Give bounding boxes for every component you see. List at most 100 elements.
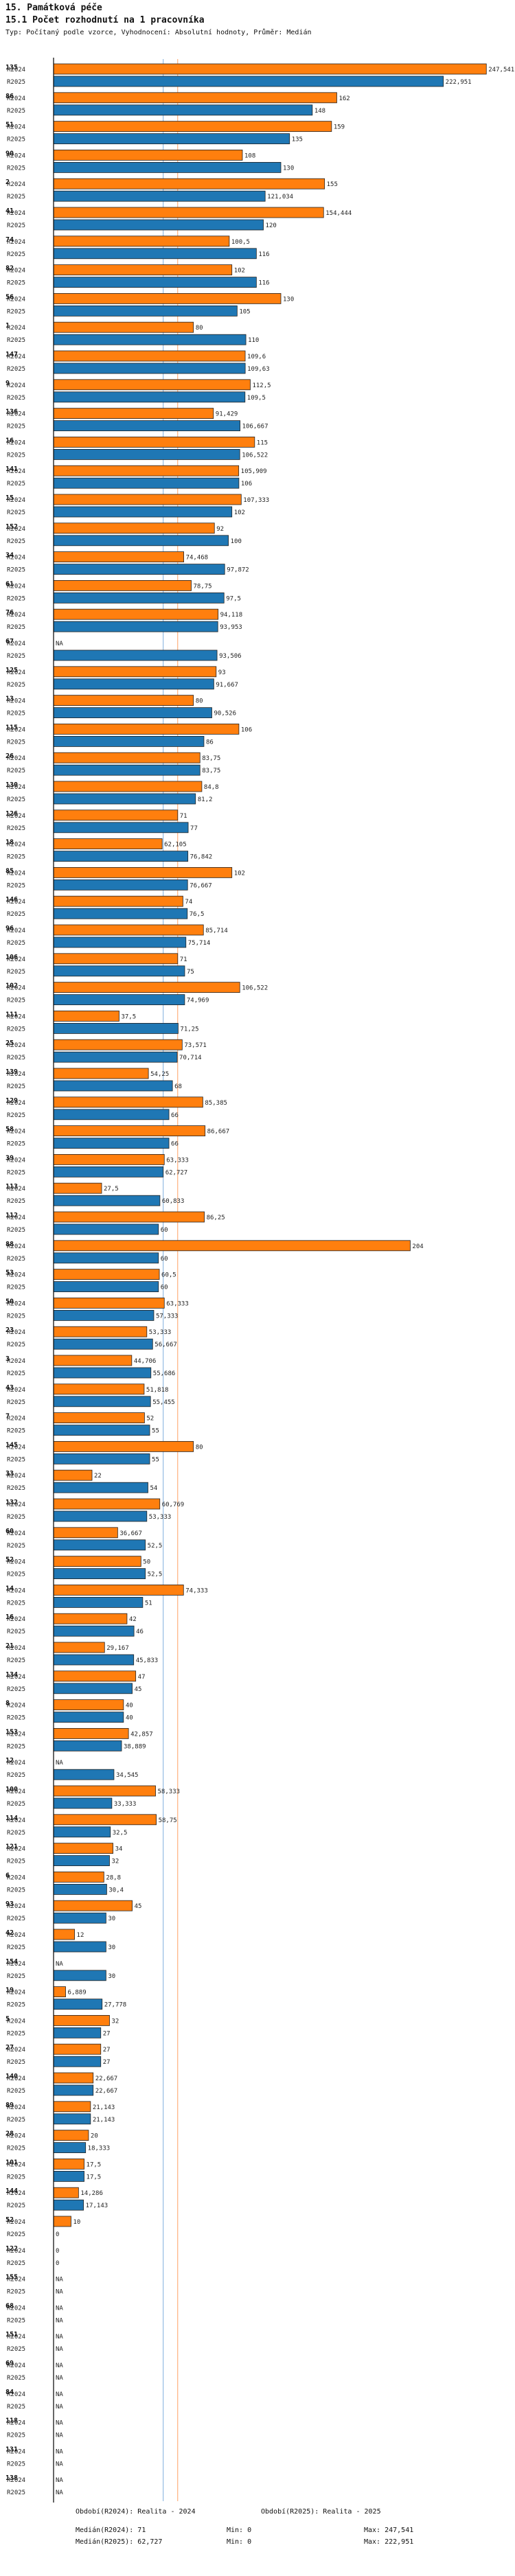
value-label-r2024: NA (56, 2305, 63, 2312)
value-label-r2024: 247,541 (488, 67, 514, 73)
value-label-r2024: 159 (334, 124, 345, 131)
bar-r2025 (53, 678, 214, 690)
category-label: 100 (5, 1786, 18, 1793)
series-label-r2025: R2025 (7, 1686, 25, 1693)
category-label: 52 (5, 1556, 14, 1564)
series-label-r2025: R2025 (7, 1227, 25, 1234)
series-label-r2025: R2025 (7, 595, 25, 602)
series-label-r2024: R2024 (7, 1129, 25, 1136)
bar-r2025 (53, 936, 187, 948)
value-label-r2025: 121,034 (267, 194, 293, 200)
value-label-r2024: 28,8 (106, 1874, 121, 1881)
series-label-r2024: R2024 (7, 296, 25, 303)
value-label-r2024: 86,667 (207, 1129, 230, 1136)
series-label-r2025: R2025 (7, 1600, 25, 1607)
series-label-r2024: R2024 (7, 928, 25, 934)
series-label-r2025: R2025 (7, 882, 25, 889)
bar-r2024 (53, 522, 215, 534)
category-label: 144 (5, 2187, 18, 2195)
bar-r2025 (53, 1568, 146, 1580)
series-label-r2024: R2024 (7, 813, 25, 820)
value-label-r2024: 60,769 (162, 1502, 185, 1508)
series-label-r2025: R2025 (7, 481, 25, 487)
series-label-r2024: R2024 (7, 1731, 25, 1738)
category-label: 6 (5, 1872, 10, 1879)
bar-r2024 (53, 178, 325, 189)
value-label-r2024: 37,5 (121, 1013, 136, 1020)
bar-r2025 (53, 1223, 159, 1235)
bar-r2025 (53, 1425, 150, 1436)
bar-r2024 (53, 1125, 206, 1136)
bar-r2024 (53, 724, 240, 735)
series-label-r2025: R2025 (7, 1859, 25, 1865)
value-label-r2025: 110 (248, 337, 259, 344)
bar-r2024 (53, 895, 183, 907)
bar-r2025 (53, 2113, 91, 2125)
value-label-r2025: 27,778 (104, 2002, 127, 2009)
series-label-r2024: R2024 (7, 411, 25, 418)
series-label-r2025: R2025 (7, 137, 25, 143)
series-label-r2025: R2025 (7, 682, 25, 689)
bar-r2025 (53, 1912, 106, 1924)
bar-r2025 (53, 506, 233, 518)
series-label-r2025: R2025 (7, 1629, 25, 1635)
series-label-r2025: R2025 (7, 911, 25, 918)
category-label: 52 (5, 2216, 14, 2224)
value-label-r2025: 45 (135, 1686, 142, 1693)
bar-r2024 (53, 149, 243, 161)
series-label-r2025: R2025 (7, 2117, 25, 2124)
bar-r2025 (53, 908, 188, 919)
series-label-r2024: R2024 (7, 439, 25, 446)
value-label-r2025: 30 (108, 1973, 115, 1980)
bar-r2024 (53, 207, 324, 218)
series-label-r2024: R2024 (7, 1703, 25, 1710)
value-label-r2025: 27 (103, 2030, 111, 2037)
value-label-r2024: NA (56, 2477, 63, 2484)
category-label: 19 (5, 1987, 14, 1994)
value-label-r2024: 86,25 (207, 1215, 225, 1221)
value-label-r2024: 36,667 (119, 1530, 142, 1537)
bar-r2024 (53, 1011, 119, 1022)
value-label-r2024: 12 (77, 1932, 84, 1939)
bar-r2025 (53, 1712, 124, 1723)
category-label: 146 (5, 896, 18, 904)
bar-r2024 (53, 235, 230, 247)
series-label-r2024: R2024 (7, 382, 25, 389)
bar-r2024 (53, 2130, 89, 2141)
series-label-r2024: R2024 (7, 2219, 25, 2226)
bar-r2024 (53, 1096, 203, 1108)
series-label-r2024: R2024 (7, 1042, 25, 1049)
value-label-r2024: NA (56, 641, 63, 647)
bar-r2025 (53, 1109, 170, 1120)
value-label-r2025: 46 (136, 1629, 144, 1635)
value-label-r2025: 81,2 (198, 796, 213, 803)
series-label-r2025: R2025 (7, 854, 25, 861)
series-label-r2025: R2025 (7, 1543, 25, 1550)
bar-r2024 (53, 1498, 161, 1510)
series-label-r2024: R2024 (7, 2190, 25, 2197)
series-label-r2024: R2024 (7, 784, 25, 791)
value-label-r2024: 17,5 (87, 2161, 102, 2168)
category-label: 28 (5, 2130, 14, 2138)
category-label: 1 (5, 322, 10, 330)
value-label-r2024: 204 (412, 1243, 423, 1250)
value-label-r2025: 76,842 (190, 854, 213, 861)
category-label: 134 (5, 1671, 18, 1679)
category-label: 88 (5, 1241, 14, 1248)
series-label-r2024: R2024 (7, 2277, 25, 2284)
value-label-r2024: 29,167 (106, 1645, 129, 1652)
bar-r2024 (53, 1469, 93, 1481)
series-label-r2025: R2025 (7, 711, 25, 717)
series-label-r2024: R2024 (7, 1013, 25, 1020)
value-label-r2024: 105,909 (241, 468, 267, 475)
bar-r2025 (53, 2199, 84, 2211)
series-label-r2025: R2025 (7, 2059, 25, 2066)
series-label-r2025: R2025 (7, 452, 25, 459)
series-label-r2024: R2024 (7, 1789, 25, 1795)
bar-r2025 (53, 248, 257, 260)
value-label-r2024: 74,333 (185, 1587, 208, 1594)
value-label-r2025: 30,4 (108, 1887, 124, 1894)
value-label-r2024: 63,333 (166, 1157, 189, 1164)
value-label-r2024: 80 (196, 698, 203, 705)
series-label-r2025: R2025 (7, 1830, 25, 1837)
